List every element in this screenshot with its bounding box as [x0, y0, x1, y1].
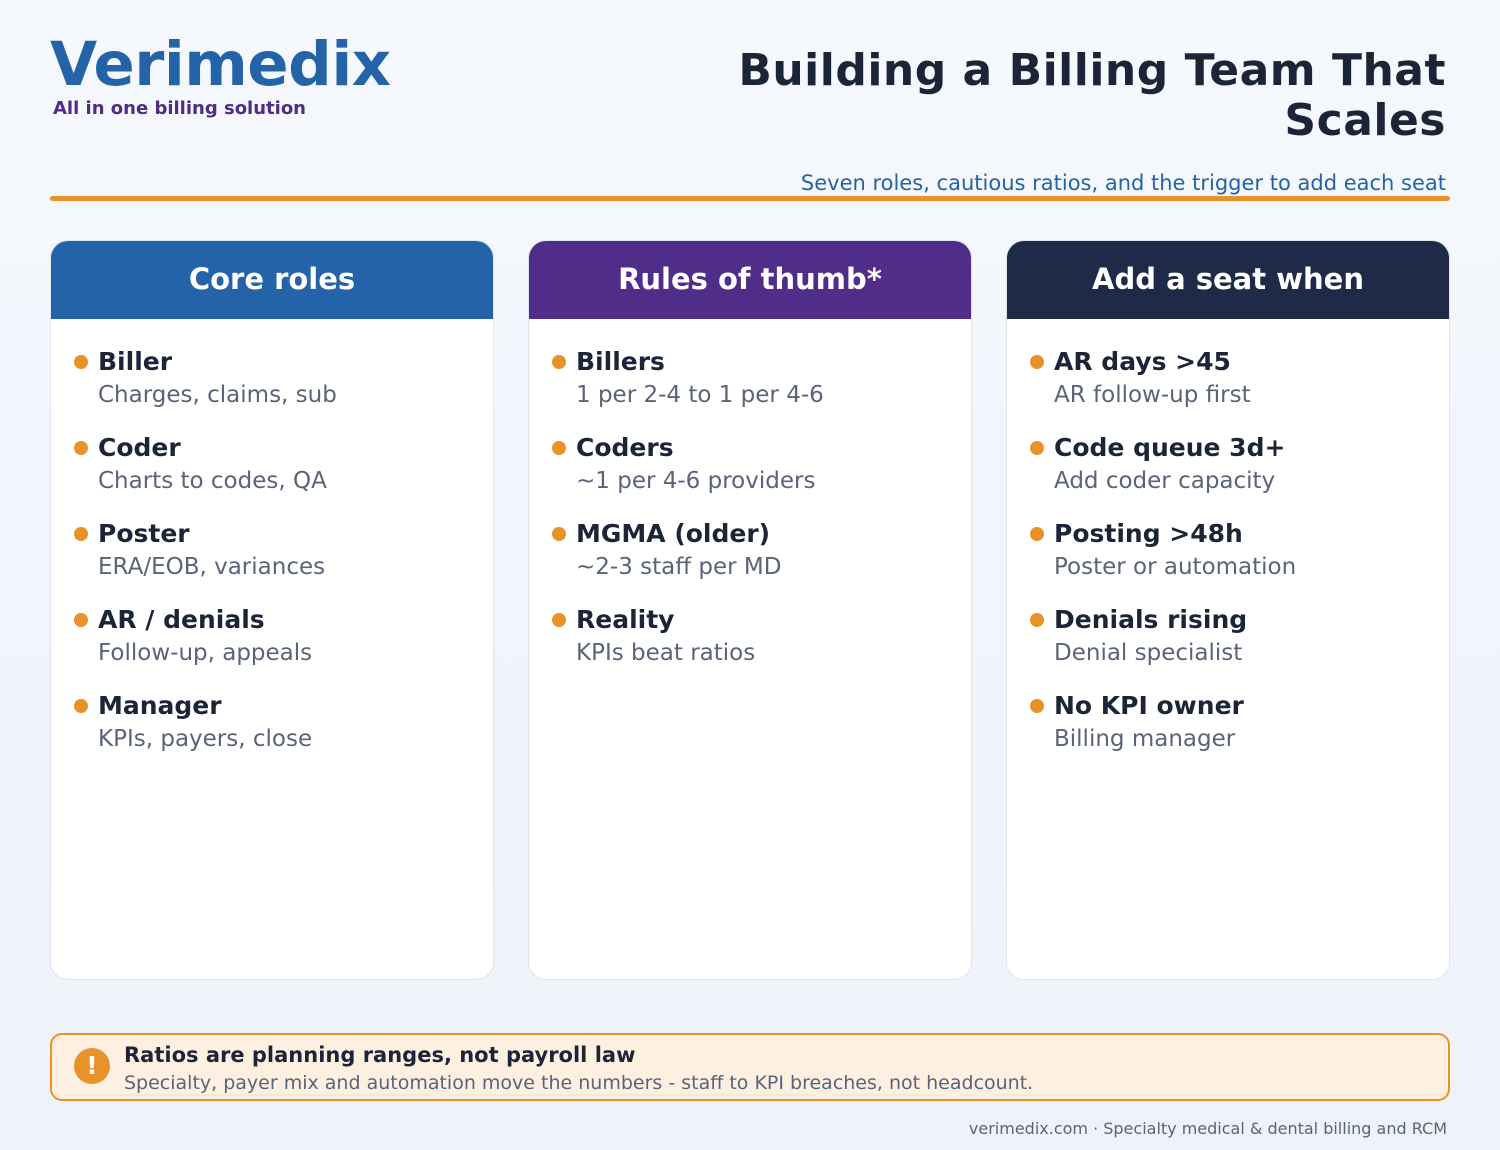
list-item: Coders ~1 per 4-6 providers: [529, 430, 971, 516]
bullet-dot-icon: [1030, 527, 1044, 541]
brand-tagline: All in one billing solution: [53, 98, 306, 119]
item-title: Poster: [98, 519, 190, 548]
item-title: No KPI owner: [1054, 691, 1244, 720]
list-item: MGMA (older) ~2-3 staff per MD: [529, 516, 971, 602]
list-item: Posting >48h Poster or automation: [1007, 516, 1449, 602]
bullet-dot-icon: [552, 441, 566, 455]
list-item: Poster ERA/EOB, variances: [51, 516, 493, 602]
bullet-dot-icon: [1030, 699, 1044, 713]
item-description: ~1 per 4-6 providers: [576, 468, 816, 494]
column-item-list: Biller Charges, claims, sub Coder Charts…: [51, 319, 493, 774]
item-description: Follow-up, appeals: [98, 640, 313, 666]
item-description: Denial specialist: [1054, 640, 1243, 666]
item-title: Denials rising: [1054, 605, 1248, 634]
brand-logo-text: Verimedix: [50, 29, 391, 100]
bullet-dot-icon: [552, 613, 566, 627]
page-subtitle: Seven roles, cautious ratios, and the tr…: [800, 171, 1446, 195]
list-item: Billers 1 per 2-4 to 1 per 4-6: [529, 344, 971, 430]
list-item: No KPI owner Billing manager: [1007, 688, 1449, 774]
caveat-banner: ! Ratios are planning ranges, not payrol…: [50, 1033, 1450, 1101]
brand-block: Verimedix All in one billing solution: [50, 29, 391, 120]
caveat-text: Specialty, payer mix and automation move…: [124, 1072, 1034, 1094]
item-title: Billers: [576, 347, 665, 376]
item-description: 1 per 2-4 to 1 per 4-6: [576, 382, 824, 408]
column-rules-of-thumb: Rules of thumb* Billers 1 per 2-4 to 1 p…: [528, 240, 972, 980]
item-description: AR follow-up first: [1054, 382, 1251, 408]
column-heading: Rules of thumb*: [529, 241, 971, 319]
bullet-dot-icon: [74, 699, 88, 713]
column-core-roles: Core roles Biller Charges, claims, sub C…: [50, 240, 494, 980]
item-description: Add coder capacity: [1054, 468, 1276, 494]
item-description: Billing manager: [1054, 726, 1236, 752]
item-title: Reality: [576, 605, 675, 634]
item-description: ERA/EOB, variances: [98, 554, 326, 580]
bullet-dot-icon: [1030, 441, 1044, 455]
item-title: Coder: [98, 433, 181, 462]
list-item: AR days >45 AR follow-up first: [1007, 344, 1449, 430]
bullet-dot-icon: [1030, 613, 1044, 627]
column-add-a-seat: Add a seat when AR days >45 AR follow-up…: [1006, 240, 1450, 980]
bullet-dot-icon: [74, 441, 88, 455]
item-title: MGMA (older): [576, 519, 771, 548]
item-title: AR / denials: [98, 605, 265, 634]
bullet-dot-icon: [74, 613, 88, 627]
column-heading: Core roles: [51, 241, 493, 319]
caveat-title: Ratios are planning ranges, not payroll …: [124, 1043, 636, 1067]
bullet-dot-icon: [74, 355, 88, 369]
bullet-dot-icon: [552, 527, 566, 541]
list-item: AR / denials Follow-up, appeals: [51, 602, 493, 688]
item-description: Charges, claims, sub: [98, 382, 337, 408]
exclamation-icon: !: [74, 1048, 110, 1084]
list-item: Code queue 3d+ Add coder capacity: [1007, 430, 1449, 516]
item-description: KPIs beat ratios: [576, 640, 756, 666]
item-title: Code queue 3d+: [1054, 433, 1286, 462]
header-divider: [50, 196, 1450, 201]
item-description: Poster or automation: [1054, 554, 1297, 580]
bullet-dot-icon: [74, 527, 88, 541]
item-title: Coders: [576, 433, 674, 462]
list-item: Reality KPIs beat ratios: [529, 602, 971, 688]
item-description: KPIs, payers, close: [98, 726, 313, 752]
item-title: AR days >45: [1054, 347, 1231, 376]
column-heading: Add a seat when: [1007, 241, 1449, 319]
column-item-list: AR days >45 AR follow-up first Code queu…: [1007, 319, 1449, 774]
item-description: Charts to codes, QA: [98, 468, 327, 494]
bullet-dot-icon: [552, 355, 566, 369]
item-description: ~2-3 staff per MD: [576, 554, 782, 580]
item-title: Posting >48h: [1054, 519, 1243, 548]
item-title: Biller: [98, 347, 173, 376]
column-item-list: Billers 1 per 2-4 to 1 per 4-6 Coders ~1…: [529, 319, 971, 688]
list-item: Denials rising Denial specialist: [1007, 602, 1449, 688]
page-title: Building a Billing Team That Scales: [738, 45, 1446, 146]
list-item: Coder Charts to codes, QA: [51, 430, 493, 516]
footer-text: verimedix.com · Specialty medical & dent…: [968, 1119, 1447, 1138]
list-item: Biller Charges, claims, sub: [51, 344, 493, 430]
bullet-dot-icon: [1030, 355, 1044, 369]
item-title: Manager: [98, 691, 222, 720]
list-item: Manager KPIs, payers, close: [51, 688, 493, 774]
